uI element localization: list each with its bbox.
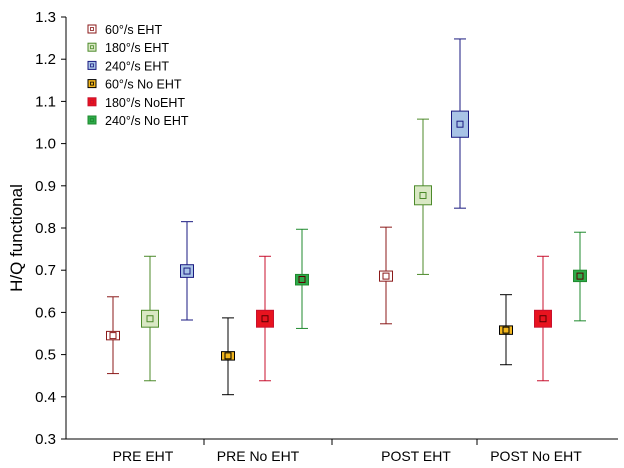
legend-swatch-inner [90, 63, 94, 68]
legend-swatch-inner [90, 45, 94, 50]
legend-swatch [87, 42, 97, 52]
legend-swatch-inner [90, 81, 94, 86]
y-axis-label: H/Q functional [7, 184, 26, 292]
mean-marker [261, 315, 269, 323]
y-tick-label: 0.9 [35, 178, 56, 195]
legend-swatch [87, 115, 97, 125]
mean-marker [109, 332, 117, 340]
box-post-no-eht-2 [573, 269, 587, 283]
y-tick-label: 1.3 [35, 9, 56, 26]
legend-label: 180°/s NoEHT [105, 96, 185, 110]
mean-marker [502, 326, 510, 334]
mean-marker [419, 192, 427, 200]
y-tick-label: 0.8 [35, 220, 56, 237]
legend-swatch [87, 24, 97, 34]
legend-swatch-inner [90, 27, 94, 31]
box-pre-eht-1 [141, 309, 159, 328]
y-tick-label: 0.4 [35, 389, 56, 406]
mean-marker [146, 315, 154, 323]
x-category-label: POST No EHT [490, 448, 582, 464]
y-tick-label: 1.2 [35, 51, 56, 68]
legend-label: 240°/s No EHT [105, 114, 189, 128]
box-post-eht-2 [451, 110, 469, 138]
mean-marker [539, 315, 547, 323]
legend-label: 60°/s No EHT [105, 78, 182, 92]
box-post-eht-0 [379, 270, 393, 282]
x-category-label: POST EHT [381, 448, 451, 464]
mean-marker [576, 272, 584, 280]
mean-marker [183, 267, 191, 275]
legend-swatch [87, 79, 97, 89]
y-tick-label: 0.5 [35, 347, 56, 364]
legend-label: 180°/s EHT [105, 41, 169, 55]
mean-marker [224, 352, 232, 360]
legend-label: 60°/s EHT [105, 23, 162, 37]
box-pre-no-eht-2 [295, 273, 309, 286]
mean-marker [382, 272, 390, 280]
y-tick-label: 0.7 [35, 262, 56, 279]
box-pre-no-eht-1 [256, 309, 274, 328]
box-pre-eht-0 [106, 330, 120, 341]
box-pre-no-eht-0 [221, 351, 235, 361]
legend-swatch [87, 97, 97, 107]
box-post-no-eht-1 [534, 309, 552, 328]
mean-marker [298, 275, 306, 283]
y-tick-label: 1.1 [35, 93, 56, 110]
legend-swatch [87, 60, 97, 70]
y-tick-label: 0.6 [35, 304, 56, 321]
legend-label: 240°/s EHT [105, 59, 169, 73]
box-post-no-eht-0 [499, 325, 513, 335]
y-tick-label: 1.0 [35, 136, 56, 153]
x-category-label: PRE No EHT [217, 448, 300, 464]
legend-swatch-inner [90, 99, 94, 104]
y-tick-label: 0.3 [35, 431, 56, 448]
box-pre-eht-2 [180, 264, 194, 278]
mean-marker [456, 120, 464, 128]
legend-swatch-inner [90, 118, 94, 122]
box-post-eht-1 [414, 185, 432, 206]
x-category-label: PRE EHT [113, 448, 174, 464]
